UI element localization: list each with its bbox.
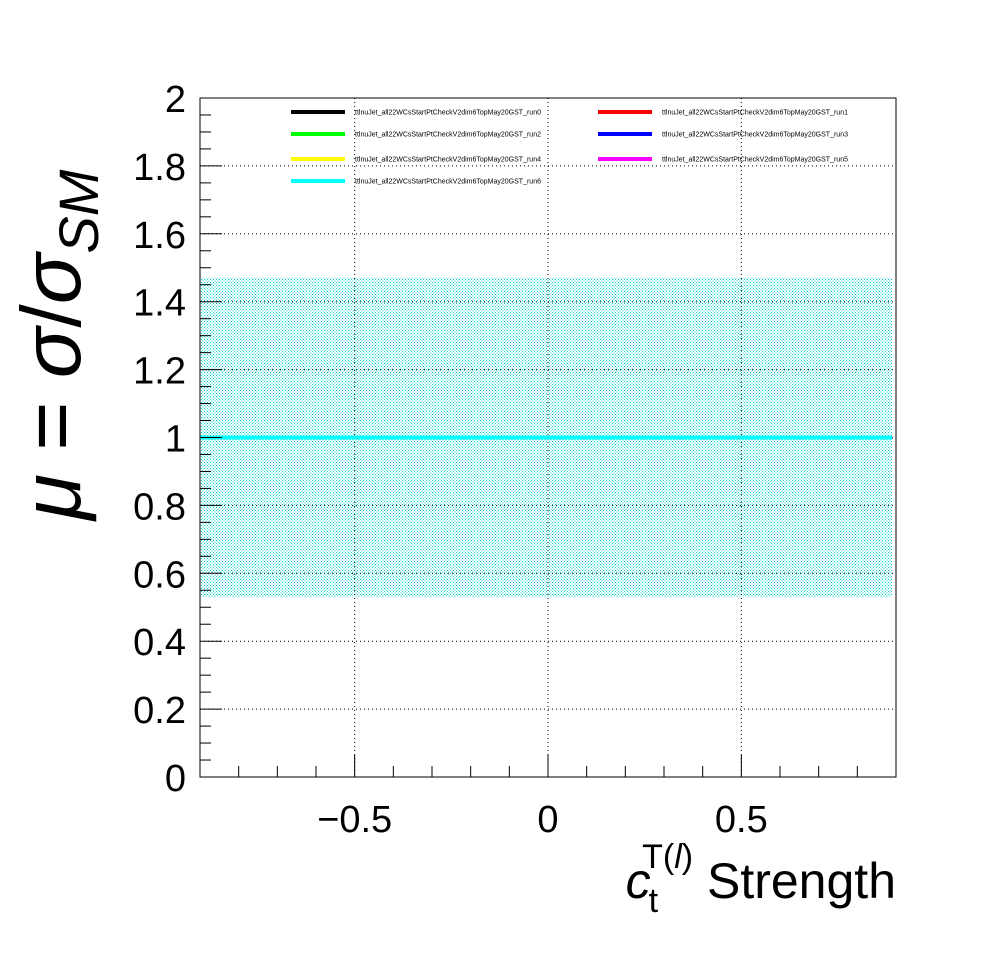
y-axis-sub: SM — [47, 169, 110, 253]
y-tick-label: 0.2 — [133, 690, 186, 732]
tick-labels: −0.5 0 0.5 0 0.2 0.4 0.6 0.8 1 1.2 1.4 1.6 1.8 2 — [133, 79, 768, 841]
legend-entry: ttlnuJet_all22WCsStartPtCheckV2dim6TopMa… — [662, 132, 848, 139]
y-axis-title: μ = σ/σSM — [4, 169, 110, 522]
x-tick-label: 0.5 — [715, 799, 768, 841]
y-tick-label: 1.2 — [133, 351, 186, 393]
legend-entry: ttlnuJet_all22WCsStartPtCheckV2dim6TopMa… — [662, 110, 848, 117]
y-tick-label: 0.4 — [133, 622, 186, 664]
y-tick-label: 0 — [165, 758, 186, 800]
x-axis-suffix: Strength — [693, 853, 896, 909]
y-axis-mu: μ — [4, 474, 98, 522]
legend-entry: ttlnuJet_all22WCsStartPtCheckV2dim6TopMa… — [355, 132, 541, 139]
y-axis-sigma-sm: σ — [4, 250, 98, 304]
y-tick-label: 1.8 — [133, 147, 186, 189]
y-tick-label: 1 — [165, 419, 186, 461]
legend-entry: ttlnuJet_all22WCsStartPtCheckV2dim6TopMa… — [355, 157, 541, 164]
legend: ttlnuJet_all22WCsStartPtCheckV2dim6TopMa… — [291, 110, 848, 186]
x-axis-sup-prefix: T( — [642, 838, 675, 876]
y-tick-label: 1.4 — [133, 283, 186, 325]
x-axis-subscript: t — [649, 882, 659, 920]
legend-entry: ttlnuJet_all22WCsStartPtCheckV2dim6TopMa… — [355, 179, 541, 186]
y-tick-label: 0.6 — [133, 554, 186, 596]
y-axis-sigma: σ — [4, 324, 98, 378]
y-axis-equals: = — [4, 378, 98, 474]
y-tick-label: 0.8 — [133, 486, 186, 528]
x-tick-label: −0.5 — [317, 799, 392, 841]
grid-layer — [200, 98, 896, 777]
legend-entry: ttlnuJet_all22WCsStartPtCheckV2dim6TopMa… — [662, 157, 848, 164]
y-axis-slash: / — [4, 304, 98, 328]
x-axis-title: ct T(l) Strength — [626, 838, 896, 920]
legend-entry: ttlnuJet_all22WCsStartPtCheckV2dim6TopMa… — [355, 110, 541, 117]
axis-ticks — [200, 97, 858, 778]
x-tick-label: 0 — [537, 799, 558, 841]
y-tick-label: 1.6 — [133, 215, 186, 257]
x-axis-sup-italic: l — [674, 838, 683, 876]
y-tick-label: 2 — [165, 79, 186, 121]
x-axis-symbol: c — [626, 853, 651, 909]
x-axis-sup-suffix: ) — [682, 838, 693, 876]
